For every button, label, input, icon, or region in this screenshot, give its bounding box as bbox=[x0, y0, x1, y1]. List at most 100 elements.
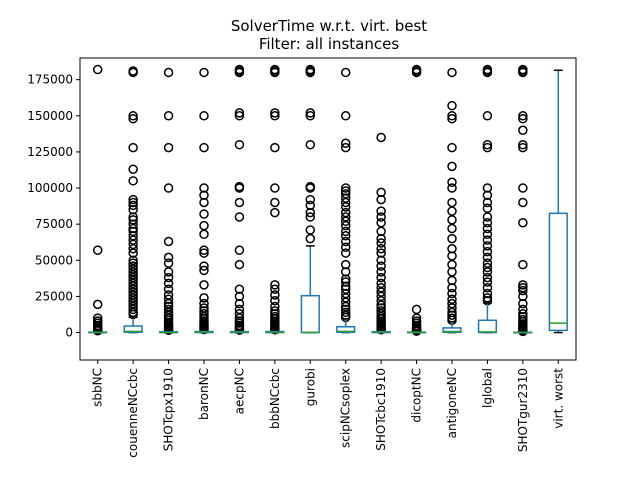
flier-point bbox=[234, 139, 245, 150]
flier-point bbox=[199, 220, 209, 231]
flier-point bbox=[376, 132, 386, 143]
flier-point bbox=[234, 309, 245, 319]
flier-point bbox=[482, 197, 493, 208]
flier-point bbox=[447, 177, 457, 188]
flier-point bbox=[128, 200, 138, 211]
flier-point bbox=[128, 111, 138, 121]
flier-point bbox=[482, 277, 493, 287]
flier-point bbox=[411, 304, 422, 315]
flier-point bbox=[163, 294, 174, 305]
box-group-9 bbox=[406, 64, 427, 336]
flier-point bbox=[128, 223, 138, 234]
flier-point bbox=[234, 259, 245, 270]
flier-point bbox=[411, 67, 422, 78]
flier-point bbox=[447, 223, 457, 234]
flier-point bbox=[376, 261, 386, 271]
flier-point bbox=[376, 325, 386, 335]
flier-point bbox=[518, 217, 528, 228]
flier-point bbox=[340, 220, 351, 231]
flier-point bbox=[518, 285, 528, 296]
flier-point bbox=[376, 206, 386, 216]
x-tick-label: SHOTcpx1910 bbox=[162, 368, 176, 451]
flier-point bbox=[340, 138, 351, 149]
x-axis: sbbNC couenneNCcbc SHOTcpx1910 baronNC aecpN… bbox=[91, 360, 565, 458]
flier-point bbox=[376, 194, 386, 205]
flier-point bbox=[270, 301, 280, 312]
flier-point bbox=[305, 225, 316, 235]
flier-point bbox=[376, 238, 386, 248]
flier-point bbox=[340, 183, 351, 193]
flier-point bbox=[482, 262, 493, 273]
flier-point bbox=[128, 248, 138, 258]
flier-point bbox=[340, 277, 351, 287]
flier-point bbox=[376, 296, 386, 306]
x-tick-label: aecpNC bbox=[232, 368, 246, 414]
flier-point bbox=[518, 298, 528, 309]
box-body bbox=[300, 294, 320, 334]
flier-point bbox=[376, 233, 386, 244]
flier-point bbox=[482, 267, 493, 277]
flier-point bbox=[199, 245, 209, 255]
flier-point bbox=[482, 272, 493, 283]
flier-point bbox=[518, 280, 528, 290]
flier-point bbox=[128, 194, 138, 205]
flier-point bbox=[234, 212, 245, 222]
flier-point bbox=[199, 261, 209, 271]
y-tick-label: 75000 bbox=[35, 217, 73, 231]
flier-point bbox=[376, 212, 386, 222]
flier-point bbox=[482, 183, 493, 193]
flier-point bbox=[270, 207, 280, 218]
flier-point bbox=[305, 207, 316, 218]
flier-point bbox=[376, 226, 386, 237]
flier-point bbox=[447, 288, 457, 299]
flier-point bbox=[340, 274, 351, 284]
flier-point bbox=[199, 67, 209, 78]
box-group-7 bbox=[336, 67, 356, 334]
flier-point bbox=[234, 108, 245, 118]
flier-point bbox=[163, 267, 174, 277]
flier-point bbox=[340, 248, 351, 258]
flier-point bbox=[305, 108, 316, 118]
box-group-10 bbox=[442, 67, 462, 334]
flier-point bbox=[447, 142, 457, 153]
flier-point bbox=[340, 230, 351, 241]
flier-point bbox=[270, 67, 280, 78]
flier-point bbox=[270, 111, 280, 121]
flier-point bbox=[199, 190, 209, 201]
flier-point bbox=[447, 310, 457, 320]
flier-point bbox=[376, 243, 386, 254]
flier-point bbox=[376, 187, 386, 198]
flier-point bbox=[270, 142, 280, 153]
flier-point bbox=[518, 67, 528, 78]
flier-point bbox=[305, 200, 316, 211]
flier-point bbox=[340, 281, 351, 292]
flier-point bbox=[482, 229, 493, 240]
flier-point bbox=[340, 226, 351, 237]
flier-point bbox=[128, 219, 138, 229]
flier-point bbox=[199, 197, 209, 208]
flier-point bbox=[518, 111, 528, 121]
flier-point bbox=[447, 67, 457, 78]
flier-point bbox=[340, 259, 351, 270]
plot-area bbox=[88, 64, 568, 337]
flier-point bbox=[447, 215, 457, 225]
box-group-5 bbox=[265, 64, 285, 335]
flier-point bbox=[163, 236, 174, 247]
flier-point bbox=[199, 265, 209, 276]
flier-point bbox=[234, 284, 245, 294]
flier-point bbox=[234, 291, 245, 302]
flier-point bbox=[305, 233, 316, 244]
flier-point bbox=[270, 296, 280, 306]
flier-point bbox=[447, 275, 457, 286]
box-group-3 bbox=[194, 67, 214, 335]
flier-point bbox=[518, 183, 528, 193]
flier-point bbox=[163, 258, 174, 268]
x-tick-label: gurobi bbox=[303, 368, 317, 406]
flier-point bbox=[447, 183, 457, 193]
flier-point bbox=[482, 217, 493, 228]
flier-point bbox=[447, 233, 457, 244]
flier-point bbox=[270, 197, 280, 208]
flier-point bbox=[199, 142, 209, 153]
flier-point bbox=[305, 67, 316, 78]
flier-point bbox=[163, 278, 174, 289]
